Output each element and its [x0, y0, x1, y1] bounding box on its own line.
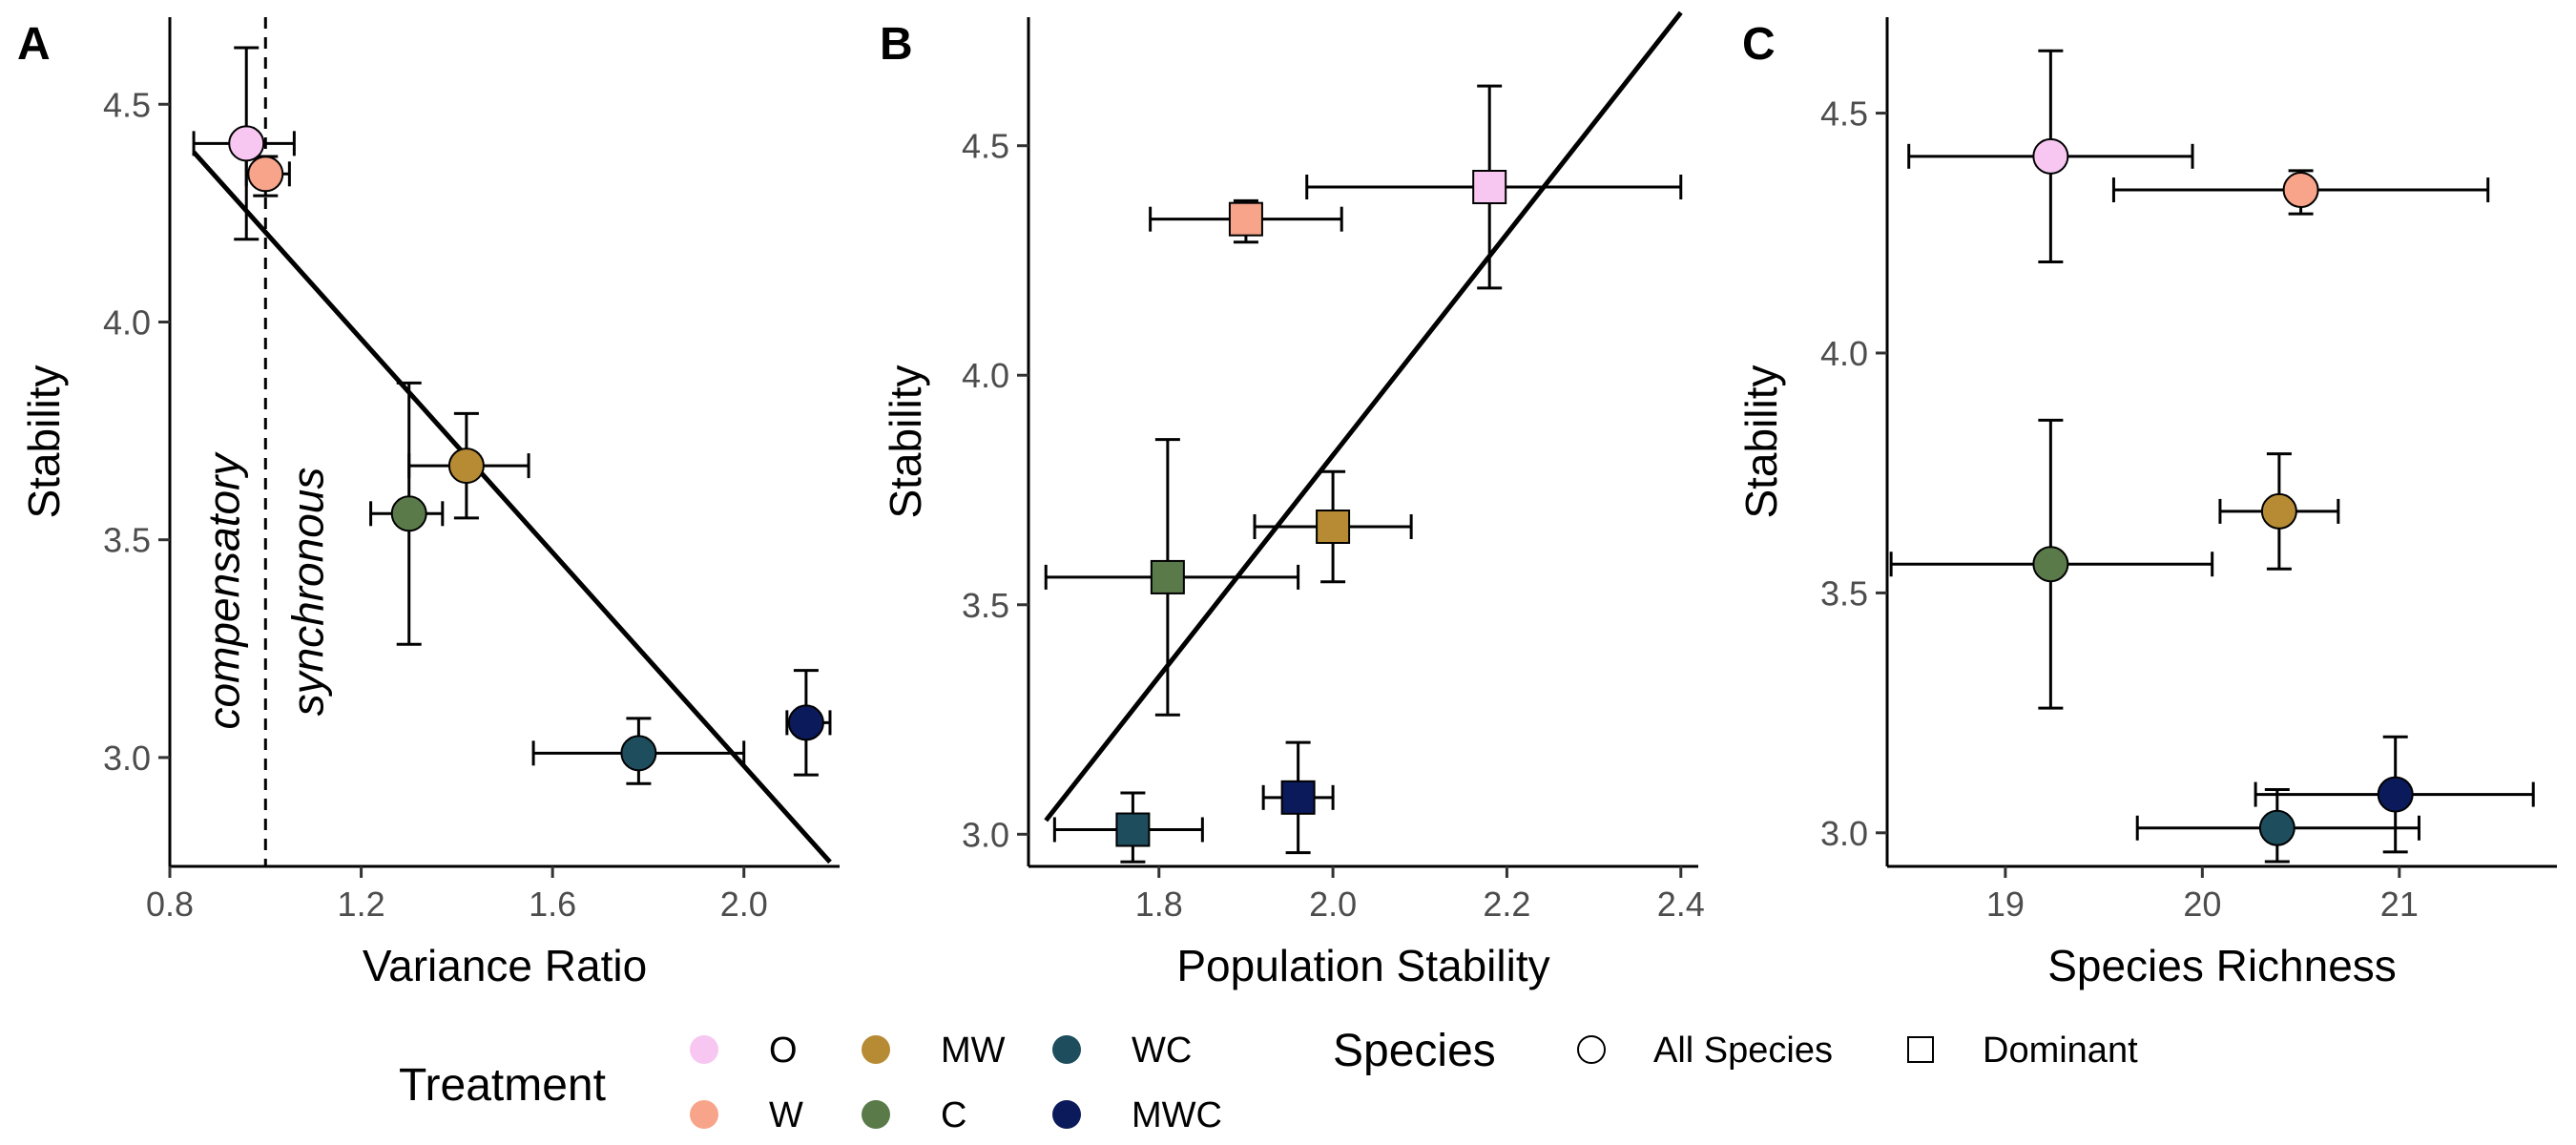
x-tick-label: 2.2 — [1483, 885, 1530, 924]
x-axis-title: Population Stability — [1176, 941, 1549, 990]
point-c — [2032, 546, 2069, 583]
point-wc — [2258, 809, 2296, 846]
legend-swatch-wc — [1052, 1035, 1081, 1064]
legend-item-mw: MW — [862, 1030, 1006, 1071]
fit-line — [1044, 10, 1683, 822]
legend-swatch-w — [690, 1100, 718, 1129]
legend-item-mwc: MWC — [1052, 1095, 1222, 1135]
point-mwc — [1280, 780, 1316, 815]
legend-label-c: C — [941, 1095, 966, 1135]
x-tick-label: 2.4 — [1657, 885, 1705, 924]
x-tick-label: 1.8 — [1135, 885, 1183, 924]
panel-c: C 19 20 21 3.0 3.5 4.0 4.5 Species Richness Stabi… — [1736, 17, 2557, 990]
point-o — [2032, 137, 2069, 175]
legend-label-o: O — [769, 1030, 798, 1071]
y-tick-label: 4.5 — [962, 127, 1009, 166]
point-o — [228, 125, 265, 162]
panel-tag: C — [1742, 19, 1776, 70]
panel-b: B 1.8 2.0 2.2 2.4 3.0 3.5 4.0 4.5 Population Stab… — [880, 10, 1705, 990]
point-w — [2282, 172, 2319, 209]
point-mw — [447, 448, 485, 485]
legend-swatch-mw — [862, 1035, 890, 1064]
point-w — [247, 156, 284, 193]
fit-line — [192, 150, 832, 864]
x-tick-label: 21 — [2380, 885, 2419, 924]
legend-treatment-title: Treatment — [399, 1060, 606, 1111]
legend-label-wc: WC — [1132, 1030, 1192, 1071]
x-tick-label: 2.0 — [720, 885, 768, 924]
legend-circle-symbol — [1577, 1035, 1606, 1064]
point-mwc — [787, 704, 824, 741]
x-axis-title: Species Richness — [2047, 941, 2397, 990]
x-tick-label: 20 — [2183, 885, 2221, 924]
point-wc — [620, 735, 657, 772]
legend-label-w: W — [769, 1095, 803, 1135]
legend-item-species: All Species — [1577, 1030, 1833, 1071]
legend-swatch-o — [690, 1035, 718, 1064]
point-mw — [2260, 492, 2297, 530]
y-tick-label: 4.5 — [1820, 94, 1868, 134]
x-tick-label: 2.0 — [1309, 885, 1357, 924]
y-tick-label: 4.0 — [1820, 334, 1868, 373]
legend-swatch-mwc — [1052, 1100, 1081, 1129]
legend-item-o: O — [690, 1030, 798, 1071]
x-axis-title: Variance Ratio — [363, 941, 647, 990]
y-tick-label: 3.0 — [103, 739, 151, 778]
legend-label-species: Dominant — [1983, 1030, 2138, 1071]
point-c — [1150, 559, 1185, 594]
point-wc — [1115, 812, 1151, 847]
y-axis-title: Stability — [881, 364, 930, 518]
panel-tag: A — [17, 19, 51, 70]
point-o — [1472, 170, 1507, 204]
point-mwc — [2377, 776, 2414, 813]
x-tick-label: 0.8 — [146, 885, 194, 924]
y-tick-label: 3.5 — [962, 586, 1009, 625]
y-tick-label: 4.5 — [103, 85, 151, 124]
y-axis-title: Stability — [19, 364, 69, 518]
annotation-synchronous: synchronous — [282, 468, 332, 717]
y-tick-label: 3.0 — [962, 815, 1009, 854]
annotation-compensatory: compensatory — [198, 451, 248, 730]
y-axis-title: Stability — [1736, 364, 1786, 518]
point-w — [1228, 201, 1263, 237]
y-tick-label: 3.5 — [103, 521, 151, 560]
y-tick-label: 3.5 — [1820, 573, 1868, 613]
panel-tag: B — [880, 19, 913, 70]
panel-a: A 0.8 1.2 1.6 2.0 3.0 3.5 4.0 4.5 Variance Ratio S… — [17, 17, 840, 990]
point-c — [390, 495, 427, 532]
legend-item-wc: WC — [1052, 1030, 1192, 1071]
legend-species-title: Species — [1333, 1026, 1496, 1076]
x-tick-label: 19 — [1986, 885, 2025, 924]
y-tick-label: 4.0 — [962, 356, 1009, 395]
legend-label-mw: MW — [941, 1030, 1006, 1071]
legend-item-w: W — [690, 1095, 803, 1135]
legend-swatch-c — [862, 1100, 890, 1129]
x-tick-label: 1.2 — [338, 885, 385, 924]
x-tick-label: 1.6 — [529, 885, 576, 924]
y-tick-label: 4.0 — [103, 302, 151, 342]
legend-item-c: C — [862, 1095, 966, 1135]
point-mw — [1316, 510, 1351, 544]
legend-square-symbol — [1907, 1036, 1934, 1063]
legend-label-species: All Species — [1653, 1030, 1833, 1071]
y-tick-label: 3.0 — [1820, 814, 1868, 853]
legend-label-mwc: MWC — [1132, 1095, 1222, 1135]
legend-item-species: Dominant — [1907, 1030, 2138, 1071]
